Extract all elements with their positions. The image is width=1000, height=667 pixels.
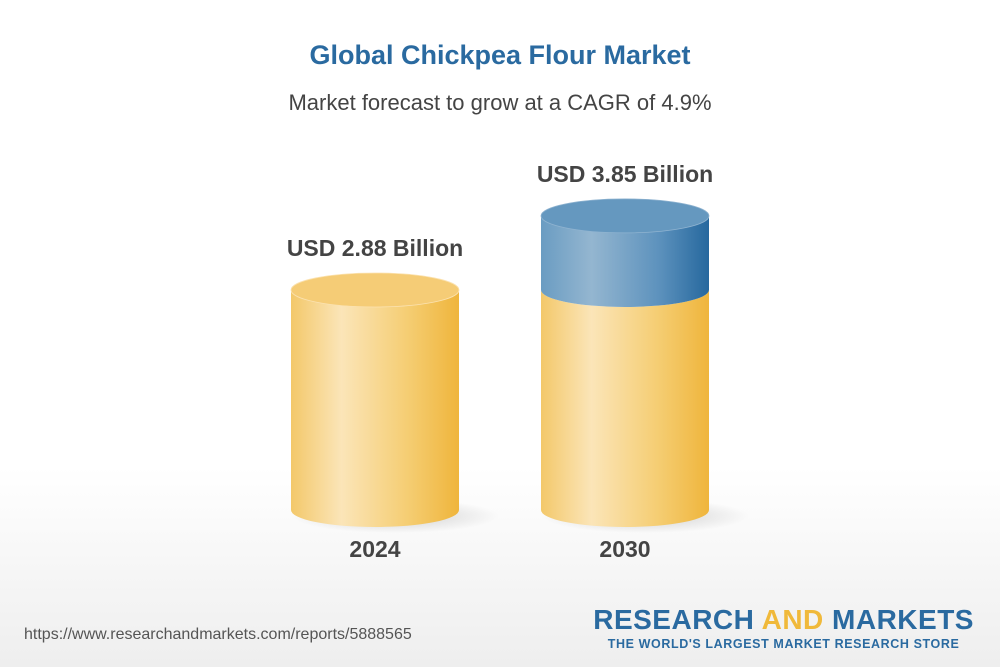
category-label: 2024 — [349, 536, 400, 562]
research-and-markets-logo: RESEARCH AND MARKETS THE WORLD'S LARGEST… — [593, 604, 974, 651]
chart-title: Global Chickpea Flour Market — [309, 40, 691, 70]
bar-2030-growth — [541, 215, 709, 307]
logo-text: MARKETS — [823, 604, 974, 635]
logo-tagline: THE WORLD'S LARGEST MARKET RESEARCH STOR… — [607, 637, 960, 651]
chart-subtitle: Market forecast to grow at a CAGR of 4.9… — [288, 90, 712, 115]
logo-text-and: AND — [761, 604, 824, 635]
bar-2030-base — [541, 289, 709, 527]
logo-text: RESEARCH — [593, 604, 762, 635]
cylinder-chart: USD 2.88 Billion 2024 USD 3.85 Billion 2030 — [287, 161, 749, 562]
bar-top-2024 — [290, 272, 460, 308]
category-label: 2030 — [599, 536, 650, 562]
bar-top-2030 — [540, 198, 710, 234]
data-label: USD 3.85 Billion — [537, 161, 713, 187]
data-label: USD 2.88 Billion — [287, 235, 463, 261]
bar-2024-base — [291, 289, 459, 527]
source-url[interactable]: https://www.researchandmarkets.com/repor… — [24, 626, 412, 643]
